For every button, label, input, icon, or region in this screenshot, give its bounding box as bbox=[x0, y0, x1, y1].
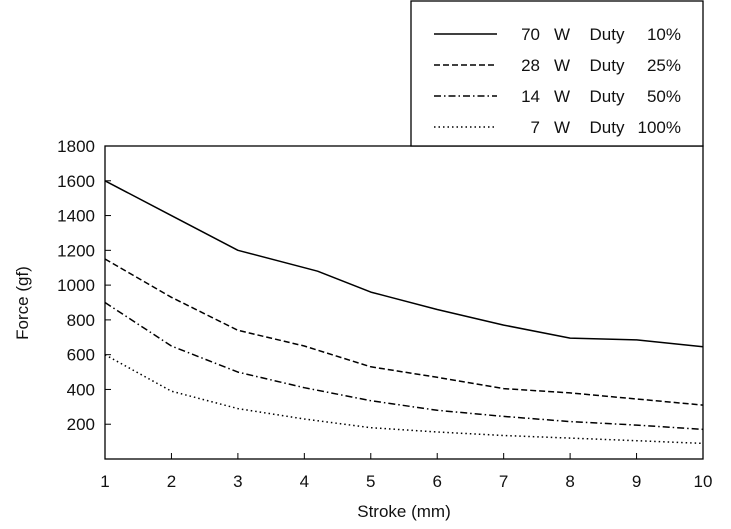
x-axis-ticks: 1 2 3 4 5 6 7 8 9 10 bbox=[100, 453, 712, 491]
x-axis-label: Stroke (mm) bbox=[357, 502, 451, 521]
x-tick-label: 5 bbox=[366, 472, 375, 491]
series-lines bbox=[104, 180, 704, 445]
x-tick-label: 7 bbox=[499, 472, 508, 491]
y-tick-label: 400 bbox=[67, 380, 95, 399]
legend-duty: 50% bbox=[647, 87, 681, 106]
legend-duty: 10% bbox=[647, 25, 681, 44]
y-tick-label: 1800 bbox=[57, 137, 95, 156]
y-tick-label: 1200 bbox=[57, 241, 95, 260]
y-axis-ticks: 200 400 600 800 1000 1200 1400 1600 1800 bbox=[57, 137, 111, 434]
plot-frame bbox=[104, 145, 704, 460]
series-line-1 bbox=[104, 180, 704, 348]
legend-power: 70 bbox=[521, 25, 540, 44]
legend-power: 28 bbox=[521, 56, 540, 75]
legend-duty-label: Duty bbox=[590, 118, 625, 137]
legend-duty-label: Duty bbox=[590, 87, 625, 106]
legend-unit: W bbox=[554, 56, 570, 75]
legend-power: 14 bbox=[521, 87, 540, 106]
series-line-2 bbox=[104, 258, 704, 406]
legend: 70 W Duty 10%28 W Duty 25%14 W Duty 50%7 W Duty 100% bbox=[410, 0, 704, 147]
x-tick-label: 10 bbox=[694, 472, 713, 491]
y-axis-label: Force (gf) bbox=[13, 266, 32, 340]
legend-duty: 100% bbox=[638, 118, 681, 137]
x-tick-label: 3 bbox=[233, 472, 242, 491]
legend-duty-label: Duty bbox=[590, 56, 625, 75]
legend-unit: W bbox=[554, 118, 570, 137]
x-tick-label: 6 bbox=[432, 472, 441, 491]
legend-duty-label: Duty bbox=[590, 25, 625, 44]
x-tick-label: 2 bbox=[167, 472, 176, 491]
legend-power: 7 bbox=[531, 118, 540, 137]
series-line-3 bbox=[104, 301, 704, 431]
y-tick-label: 800 bbox=[67, 311, 95, 330]
y-tick-label: 1600 bbox=[57, 172, 95, 191]
y-tick-label: 1400 bbox=[57, 207, 95, 226]
x-tick-label: 8 bbox=[565, 472, 574, 491]
legend-unit: W bbox=[554, 87, 570, 106]
legend-box bbox=[410, 0, 704, 147]
y-tick-label: 600 bbox=[67, 346, 95, 365]
x-tick-label: 1 bbox=[100, 472, 109, 491]
y-tick-label: 1000 bbox=[57, 276, 95, 295]
y-tick-label: 200 bbox=[67, 415, 95, 434]
legend-duty: 25% bbox=[647, 56, 681, 75]
x-tick-label: 4 bbox=[300, 472, 309, 491]
series-line-4 bbox=[104, 354, 704, 445]
legend-unit: W bbox=[554, 25, 570, 44]
x-tick-label: 9 bbox=[632, 472, 641, 491]
